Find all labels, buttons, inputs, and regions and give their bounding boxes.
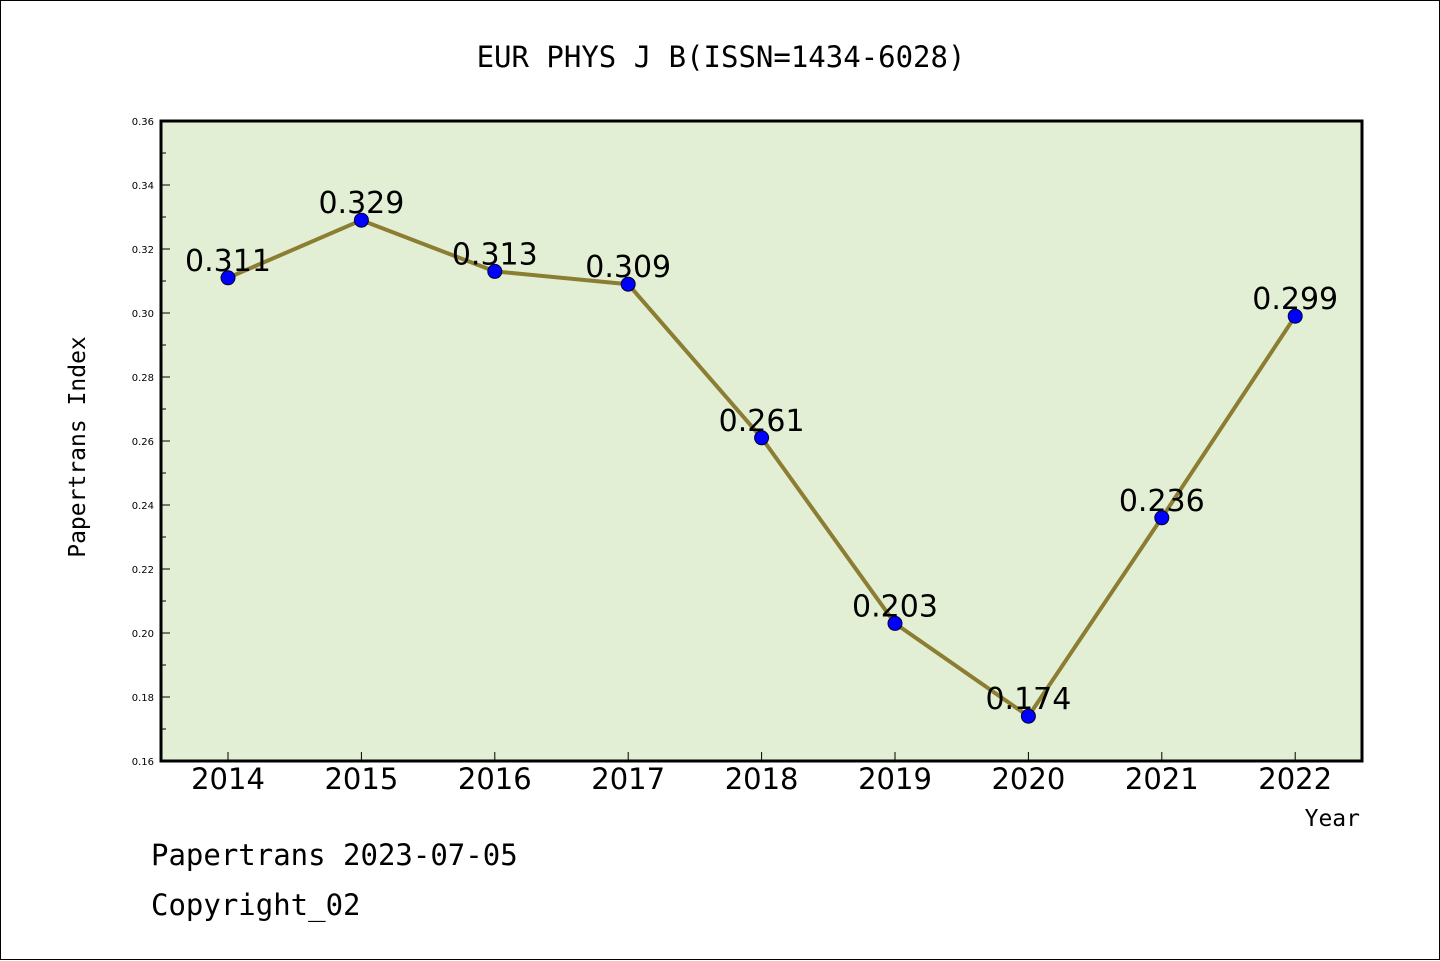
data-point (754, 430, 770, 446)
data-label: 0.203 (852, 589, 938, 624)
y-axis: 0.16 0.18 0.20 0.22 0.24 0.26 0.28 0.30 0.32 0.34… (132, 117, 170, 768)
data-label: 0.174 (985, 682, 1071, 717)
data-point (487, 263, 503, 279)
data-label: 0.313 (452, 237, 538, 272)
x-tick-label: 2016 (458, 762, 532, 796)
y-tick-label: 0.24 (132, 501, 154, 512)
y-tick-label: 0.32 (132, 245, 154, 256)
x-tick-label: 2014 (191, 762, 265, 796)
y-tick-label: 0.30 (132, 309, 154, 320)
data-label: 0.299 (1252, 282, 1338, 317)
data-point (1154, 510, 1170, 526)
data-point (220, 270, 236, 286)
data-point (1287, 308, 1303, 324)
data-labels: 0.311 0.329 0.313 0.309 0.261 0.203 0.174 0.236… (185, 186, 1338, 717)
data-label: 0.311 (185, 244, 271, 279)
x-tick-label: 2019 (858, 762, 932, 796)
x-axis: 2014 2015 2016 2017 2018 2019 2020 2021 2022 (191, 752, 1332, 796)
data-point (887, 615, 903, 631)
x-tick-label: 2022 (1258, 762, 1332, 796)
y-tick-label: 0.28 (132, 373, 154, 384)
data-point (1020, 708, 1036, 724)
footer-copyright: Copyright_02 (151, 888, 361, 923)
footer-date: Papertrans 2023-07-05 (151, 838, 518, 872)
data-label: 0.261 (719, 404, 805, 439)
y-tick-label: 0.20 (132, 629, 154, 640)
data-label: 0.309 (585, 250, 671, 285)
data-point (353, 212, 369, 228)
y-tick-label: 0.18 (132, 693, 154, 704)
y-tick-label: 0.16 (132, 757, 154, 768)
data-label: 0.236 (1119, 484, 1205, 519)
x-tick-label: 2018 (725, 762, 799, 796)
y-axis-label: Papertrans Index (65, 336, 91, 558)
x-tick-label: 2021 (1125, 762, 1199, 796)
y-tick-label: 0.34 (132, 181, 154, 192)
y-tick-label: 0.36 (132, 117, 154, 128)
series-group (220, 212, 1303, 724)
x-tick-label: 2020 (991, 762, 1065, 796)
x-tick-label: 2017 (591, 762, 665, 796)
x-tick-label: 2015 (324, 762, 398, 796)
data-label: 0.329 (318, 186, 404, 221)
y-tick-label: 0.22 (132, 565, 154, 576)
y-tick-label: 0.26 (132, 437, 154, 448)
chart-title: EUR PHYS J B(ISSN=1434-6028) (477, 40, 966, 74)
data-point (620, 276, 636, 292)
x-axis-label: Year (1305, 806, 1360, 832)
